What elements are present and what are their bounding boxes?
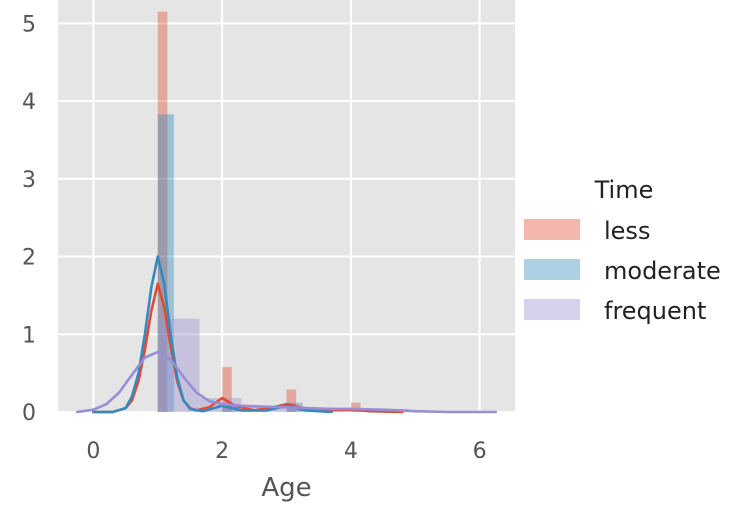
legend-items: less moderate frequent <box>524 217 721 325</box>
legend-label-moderate: moderate <box>604 257 721 285</box>
legend-label-less: less <box>604 217 650 245</box>
grid <box>58 0 515 413</box>
histogram-bar-less <box>222 366 232 412</box>
histogram-bar-less <box>350 402 361 412</box>
y-tick-label: 4 <box>22 90 36 115</box>
x-tick-label: 6 <box>473 439 487 464</box>
legend: Time less moderate frequent <box>524 176 721 325</box>
x-tick-labels: 0 2 4 6 <box>86 439 486 464</box>
y-tick-labels: 0 1 2 3 4 5 <box>22 12 36 426</box>
histogram-bar-less <box>157 11 168 413</box>
y-tick-label: 0 <box>22 401 36 426</box>
y-tick-label: 5 <box>22 12 36 37</box>
x-tick-label: 4 <box>344 439 358 464</box>
kde-line-moderate <box>92 255 333 414</box>
legend-label-frequent: frequent <box>604 297 706 325</box>
y-tick-label: 2 <box>22 246 36 271</box>
legend-swatch-frequent <box>524 299 580 320</box>
y-tick-label: 3 <box>22 168 36 193</box>
y-tick-label: 1 <box>22 323 36 348</box>
histogram-bar-frequent <box>157 318 200 412</box>
legend-swatch-less <box>524 219 580 240</box>
x-axis-label: Age <box>261 473 311 503</box>
kde-lines <box>76 255 497 414</box>
x-tick-label: 0 <box>86 439 100 464</box>
legend-title: Time <box>594 176 654 204</box>
plot-background <box>58 0 515 412</box>
kde-line-frequent <box>76 350 497 414</box>
histogram-bar-less <box>286 389 297 412</box>
legend-swatch-moderate <box>524 259 580 280</box>
x-tick-label: 2 <box>215 439 229 464</box>
